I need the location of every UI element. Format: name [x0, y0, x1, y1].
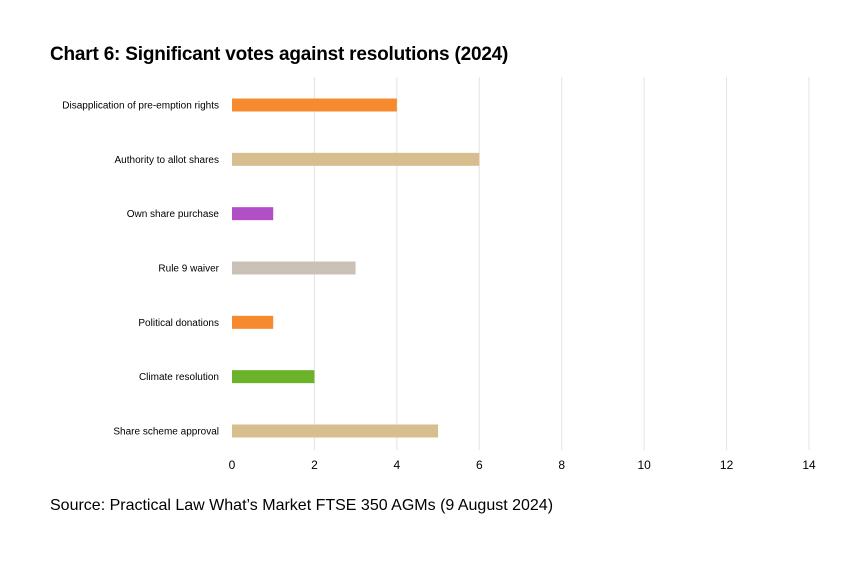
category-label: Own share purchase: [127, 209, 220, 220]
x-tick-label: 4: [394, 458, 401, 472]
x-tick-label: 8: [558, 458, 565, 472]
bar-2: [232, 152, 480, 166]
category-labels: Disapplication of pre-emption rights Auth…: [62, 101, 219, 438]
x-tick-label: 0: [229, 458, 236, 472]
category-label: Share scheme approval: [113, 426, 219, 437]
x-tick-label: 14: [802, 458, 816, 472]
category-label: Political donations: [138, 318, 219, 329]
x-axis-ticks: 0 2 4 6 8 10 12 14: [229, 458, 816, 472]
x-tick-label: 6: [476, 458, 483, 472]
category-label: Disapplication of pre-emption rights: [62, 101, 219, 112]
x-tick-label: 10: [637, 458, 651, 472]
chart-title: Chart 6: Significant votes against resol…: [50, 44, 509, 65]
bar-6: [232, 370, 315, 384]
category-label: Authority to allot shares: [115, 155, 220, 166]
bar-4: [232, 261, 356, 275]
category-label: Climate resolution: [139, 372, 219, 383]
category-label: Rule 9 waiver: [158, 263, 219, 274]
bar-5: [232, 315, 274, 329]
x-tick-label: 12: [720, 458, 734, 472]
x-tick-label: 2: [311, 458, 318, 472]
gridlines: [313, 77, 810, 450]
bar-3: [232, 207, 274, 221]
bar-7: [232, 424, 439, 438]
bar-1: [232, 98, 397, 112]
bars: [232, 98, 480, 438]
source-note: Source: Practical Law What’s Market FTSE…: [50, 497, 554, 514]
